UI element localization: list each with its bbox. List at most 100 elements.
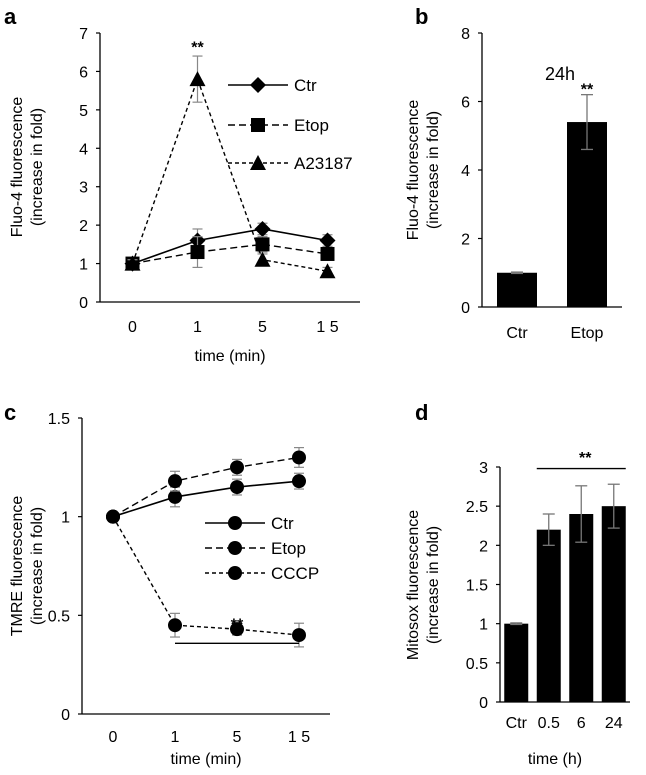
y-axis-label: (increase in fold) xyxy=(29,507,46,625)
x-tick-label: 5 xyxy=(258,319,267,336)
significance-marker: ** xyxy=(581,81,594,98)
panel-a-line-chart: 0 1 2 3 4 5 6 7 Fluo-4 fluorescence (increase in … xyxy=(9,26,360,365)
x-tick-label: 6 xyxy=(577,715,586,732)
y-tick-label: 5 xyxy=(79,103,88,120)
panel-label-b: b xyxy=(415,4,428,29)
x-tick-label: Ctr xyxy=(506,325,528,342)
y-tick-label: 0.5 xyxy=(48,608,70,625)
x-tick-label: Etop xyxy=(571,325,604,342)
panel-b-bar-chart: 0 2 4 6 8 Fluo-4 fluorescence (increase in fol… xyxy=(405,26,622,342)
data-point-ctr xyxy=(254,220,271,237)
x-tick-label: 0 xyxy=(109,729,118,746)
bar-ctr xyxy=(504,623,529,702)
x-tick-label: 0.5 xyxy=(538,715,560,732)
y-axis-label: (increase in fold) xyxy=(425,111,442,229)
y-axis-label: Fluo-4 fluorescence xyxy=(405,100,422,241)
data-point-a23187 xyxy=(254,251,271,267)
panel-c-line-chart: 0 0.5 1 1.5 TMRE fluorescence (increase in fo… xyxy=(9,411,330,768)
series-line-etop xyxy=(112,456,300,518)
y-tick-label: 1 xyxy=(79,257,88,274)
x-tick-label: 5 xyxy=(233,729,242,746)
y-tick-label: 7 xyxy=(79,26,88,43)
y-tick-label: 2 xyxy=(461,232,470,249)
y-tick-label: 6 xyxy=(461,95,470,112)
y-tick-label: 1 xyxy=(61,510,70,527)
legend-label-cccp: CCCP xyxy=(271,564,319,583)
x-tick-label: 1 xyxy=(193,319,202,336)
y-tick-label: 0 xyxy=(61,707,70,724)
y-tick-label: 2 xyxy=(79,218,88,235)
y-tick-label: 0 xyxy=(461,300,470,317)
significance-marker: ** xyxy=(579,450,592,467)
data-point-etop xyxy=(255,237,270,252)
data-point-cccp xyxy=(292,628,306,643)
x-tick-label: 24 xyxy=(605,715,623,732)
significance-marker: ** xyxy=(231,616,244,633)
y-axis-label: Fluo-4 fluorescence xyxy=(9,97,26,238)
series-line-ctr xyxy=(112,480,300,518)
x-tick-label: 1 5 xyxy=(316,319,338,336)
significance-marker: ** xyxy=(191,39,204,56)
legend-label-etop: Etop xyxy=(271,539,306,558)
data-point-a23187 xyxy=(124,255,141,271)
data-point-ctr xyxy=(292,474,306,489)
y-tick-label: 3 xyxy=(479,460,488,477)
y-tick-label: 2 xyxy=(479,538,488,555)
data-point-etop xyxy=(168,474,182,489)
bar-etop xyxy=(567,122,607,307)
legend-label-a23187: A23187 xyxy=(294,154,353,173)
y-tick-label: 8 xyxy=(461,26,470,43)
panel-label-c: c xyxy=(4,400,16,425)
data-point-etop xyxy=(190,245,205,260)
legend-label-ctr: Ctr xyxy=(271,514,294,533)
data-point-cccp xyxy=(106,509,120,524)
x-tick-label: Ctr xyxy=(506,715,528,732)
y-axis-label: (increase in fold) xyxy=(29,108,46,226)
x-axis-label: time (min) xyxy=(194,348,265,365)
y-tick-label: 2.5 xyxy=(466,499,488,516)
series-line-a23187 xyxy=(131,77,328,272)
bar-ctr xyxy=(497,272,537,307)
data-point-cccp xyxy=(230,622,244,637)
y-tick-label: 1.5 xyxy=(48,411,70,428)
legend-marker-etop xyxy=(228,541,242,555)
bar-0.5 xyxy=(536,529,561,702)
series-line-cccp xyxy=(112,516,300,636)
x-tick-label: 0 xyxy=(128,319,137,336)
bar-24 xyxy=(601,506,626,702)
x-tick-label: 1 5 xyxy=(288,729,310,746)
series-line-ctr xyxy=(132,228,328,265)
panel-title: 24h xyxy=(545,64,575,84)
y-tick-label: 6 xyxy=(79,64,88,81)
y-tick-label: 1.5 xyxy=(466,578,488,595)
data-point-ctr xyxy=(230,480,244,495)
data-point-a23187 xyxy=(319,263,336,279)
y-axis-label: (increase in fold) xyxy=(425,526,442,644)
y-axis-label: Mitosox fluorescence xyxy=(405,510,422,660)
data-point-ctr xyxy=(168,489,182,504)
bar-6 xyxy=(569,514,594,702)
panel-label-a: a xyxy=(4,4,17,29)
data-point-etop xyxy=(320,246,335,261)
y-tick-label: 0 xyxy=(79,295,88,312)
y-tick-label: 3 xyxy=(79,180,88,197)
data-point-etop xyxy=(292,450,306,465)
legend-marker-etop xyxy=(251,118,265,132)
panel-d-bar-chart: 0 0.5 1 1.5 2 2.5 3 Mitosox fluorescence (increa… xyxy=(405,450,630,768)
y-tick-label: 4 xyxy=(461,163,470,180)
x-axis-label: time (min) xyxy=(170,751,241,768)
series-line-etop xyxy=(132,243,328,265)
x-axis-label: time (h) xyxy=(528,751,582,768)
legend-label-ctr: Ctr xyxy=(294,76,317,95)
y-axis-label: TMRE fluorescence xyxy=(9,496,26,637)
legend-marker-a23187 xyxy=(250,155,266,170)
data-point-ctr xyxy=(319,232,336,249)
legend-marker-ctr xyxy=(250,77,266,93)
legend-marker-cccp xyxy=(228,566,242,580)
legend-label-etop: Etop xyxy=(294,116,329,135)
y-tick-label: 0 xyxy=(479,695,488,712)
legend-marker-ctr xyxy=(228,516,242,530)
data-point-etop xyxy=(230,460,244,475)
data-point-cccp xyxy=(168,618,182,633)
